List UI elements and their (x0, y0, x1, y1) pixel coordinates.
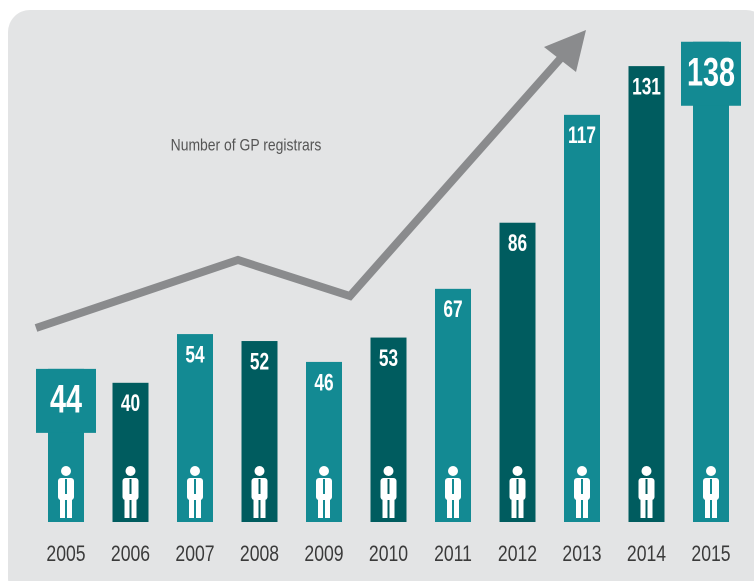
person-leg (124, 498, 130, 518)
value-label: 52 (250, 349, 269, 375)
bar (564, 114, 600, 522)
value-label: 46 (314, 370, 333, 396)
person-leg (131, 498, 137, 518)
person-head (512, 466, 523, 476)
value-label: 54 (185, 342, 205, 368)
person-leg (260, 498, 266, 518)
x-tick-label: 2013 (562, 542, 601, 566)
x-tick-label: 2010 (369, 542, 408, 566)
label-box (36, 368, 96, 433)
person-leg (318, 498, 323, 518)
person-leg (640, 498, 646, 518)
value-label: 131 (632, 74, 661, 100)
bar (628, 66, 665, 523)
x-tick-label: 2009 (304, 542, 343, 566)
value-label: 53 (379, 345, 398, 371)
person-leg (447, 498, 452, 518)
chart-title: Number of GP registrars (171, 136, 322, 155)
person-leg (518, 498, 524, 518)
value-label: 138 (687, 50, 735, 95)
x-tick-label: 2008 (240, 542, 279, 566)
value-label: 44 (50, 377, 83, 422)
x-tick-label: 2006 (111, 542, 150, 566)
person-head (448, 466, 458, 476)
person-head (706, 466, 716, 476)
person-leg (67, 498, 72, 518)
x-tick-label: 2015 (691, 542, 730, 566)
person-leg (382, 498, 388, 518)
person-head (254, 466, 265, 476)
arrow-head (544, 30, 586, 72)
person-head (383, 466, 394, 476)
person-leg (705, 498, 710, 518)
person-head (61, 466, 71, 476)
value-label: 86 (508, 230, 527, 256)
person-leg (647, 498, 653, 518)
x-tick-label: 2014 (627, 542, 666, 566)
person-leg (389, 498, 395, 518)
person-head (641, 466, 652, 476)
person-head (190, 466, 200, 476)
person-leg (325, 498, 330, 518)
person-leg (60, 498, 65, 518)
x-tick-label: 2005 (46, 542, 85, 566)
bar (693, 41, 729, 522)
person-leg (189, 498, 194, 518)
label-box (681, 41, 741, 106)
x-tick-label: 2011 (434, 542, 472, 566)
person-leg (454, 498, 459, 518)
person-head (577, 466, 587, 476)
person-leg (583, 498, 588, 518)
person-head (125, 466, 136, 476)
value-label: 67 (443, 297, 462, 323)
value-label: 117 (568, 123, 596, 149)
x-tick-label: 2012 (498, 542, 537, 566)
bar (499, 222, 536, 522)
person-leg (253, 498, 259, 518)
person-head (319, 466, 329, 476)
person-leg (511, 498, 517, 518)
x-tick-label: 2007 (175, 542, 214, 566)
person-leg (576, 498, 581, 518)
trend-arrow (34, 47, 571, 332)
value-label: 40 (121, 390, 140, 416)
person-leg (712, 498, 717, 518)
person-leg (196, 498, 201, 518)
